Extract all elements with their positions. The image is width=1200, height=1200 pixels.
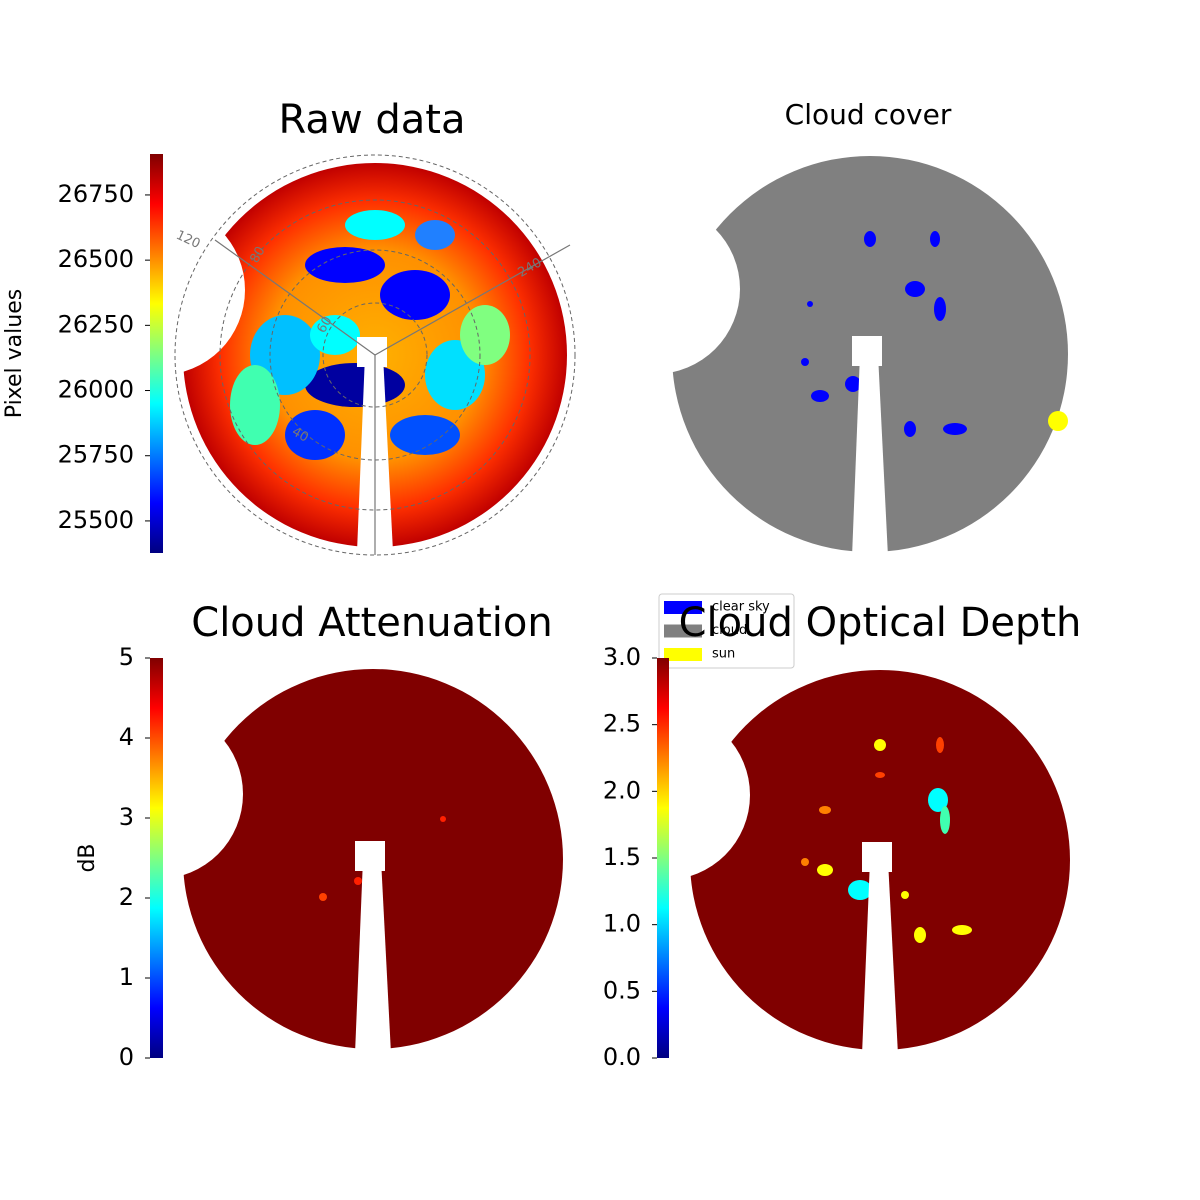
sky-blob <box>940 806 950 834</box>
mask-bite <box>570 204 740 374</box>
sky-image <box>75 163 567 552</box>
colorbar-tick-label: 26250 <box>58 310 134 338</box>
legend-label: clear sky <box>712 600 770 615</box>
colorbar-tick-label: 1 <box>119 963 134 991</box>
polar-label: 60 <box>314 314 335 336</box>
legend-label: cloud <box>712 623 747 638</box>
colorbar-tick-label: 3.0 <box>603 643 641 671</box>
polar-axis <box>214 239 376 356</box>
colorbar-tick-label: 25500 <box>58 506 134 534</box>
sky-blob <box>305 247 385 283</box>
polar-axis <box>374 244 571 356</box>
sky-blob <box>305 363 405 407</box>
panel-title: Raw data <box>279 97 466 143</box>
colorbar-tick-label: 0.0 <box>603 1043 641 1071</box>
sky-blob <box>345 210 405 240</box>
sky-blob <box>930 231 940 247</box>
polar-label: 40 <box>289 424 311 445</box>
sky-blob <box>310 315 360 355</box>
colorbar-label: dB <box>75 843 100 872</box>
panel-title: Cloud Attenuation <box>191 600 552 646</box>
sky-blob <box>230 365 280 445</box>
sky-blob <box>817 864 833 876</box>
sky-blob <box>390 415 460 455</box>
colorbar-tick-label: 5 <box>119 643 134 671</box>
sky-blob <box>874 739 886 751</box>
colorbar <box>150 658 163 1058</box>
sky-blob <box>440 816 446 822</box>
sky-blob <box>904 421 916 437</box>
sky-blob <box>285 410 345 460</box>
mask-slot <box>852 354 888 557</box>
polar-grid <box>219 199 531 511</box>
sun-marker <box>1048 411 1068 431</box>
sky-blob <box>952 925 972 935</box>
mask-square <box>357 337 387 367</box>
legend-swatch <box>664 624 702 638</box>
legend-swatch <box>664 601 702 614</box>
colorbar-tick-label: 3 <box>119 803 134 831</box>
panel-title: Cloud Optical Depth <box>679 600 1082 646</box>
colorbar-tick-label: 26750 <box>58 180 134 208</box>
sky-blob <box>936 737 944 753</box>
legend-swatch <box>664 648 702 661</box>
sky-blob <box>460 305 510 365</box>
mask-square <box>355 841 385 871</box>
sky-blob <box>934 297 946 321</box>
sky-blob <box>928 788 948 812</box>
sky-image <box>73 669 563 1054</box>
sky-blob <box>811 390 829 402</box>
mask-square <box>862 842 892 872</box>
sky-blob <box>905 281 925 297</box>
sky-blob <box>807 301 813 307</box>
sky-blob <box>380 270 450 320</box>
colorbar-tick-label: 26500 <box>58 245 134 273</box>
panel-title: Cloud cover <box>785 98 952 131</box>
sky-blob <box>354 877 362 885</box>
mask-square <box>852 336 882 366</box>
sky-blob <box>845 376 861 392</box>
colorbar-tick-label: 2 <box>119 883 134 911</box>
colorbar-tick-label: 2.0 <box>603 776 641 804</box>
polar-grid <box>322 302 428 408</box>
sky-blob <box>415 220 455 250</box>
mask-slot <box>862 860 898 1055</box>
polar-label: 80 <box>247 244 268 266</box>
sky-blob <box>819 806 831 814</box>
colorbar-tick-label: 25750 <box>58 441 134 469</box>
legend-label: sun <box>712 647 735 662</box>
colorbar-tick-label: 0.5 <box>603 976 641 1004</box>
colorbar-tick-label: 2.5 <box>603 710 641 738</box>
colorbar-tick-label: 1.5 <box>603 843 641 871</box>
mask-slot <box>355 859 391 1054</box>
colorbar-tick-label: 1.0 <box>603 910 641 938</box>
sky-blob <box>875 772 885 778</box>
colorbar-label: Pixel values <box>2 289 27 418</box>
sky-blob <box>901 891 909 899</box>
sky-blob <box>914 927 926 943</box>
sky-blob <box>864 231 876 247</box>
sky-blob <box>801 858 809 866</box>
colorbar-tick-label: 26000 <box>58 376 134 404</box>
sky-image <box>580 670 1070 1055</box>
sky-image <box>570 156 1068 557</box>
sky-blob <box>943 423 967 435</box>
colorbar <box>150 154 163 553</box>
colorbar-tick-label: 4 <box>119 723 134 751</box>
sky-blob <box>801 358 809 366</box>
colorbar-tick-label: 0 <box>119 1043 134 1071</box>
sky-blob <box>319 893 327 901</box>
sky-blob <box>848 880 872 900</box>
polar-grid <box>174 154 576 556</box>
colorbar <box>657 658 669 1058</box>
